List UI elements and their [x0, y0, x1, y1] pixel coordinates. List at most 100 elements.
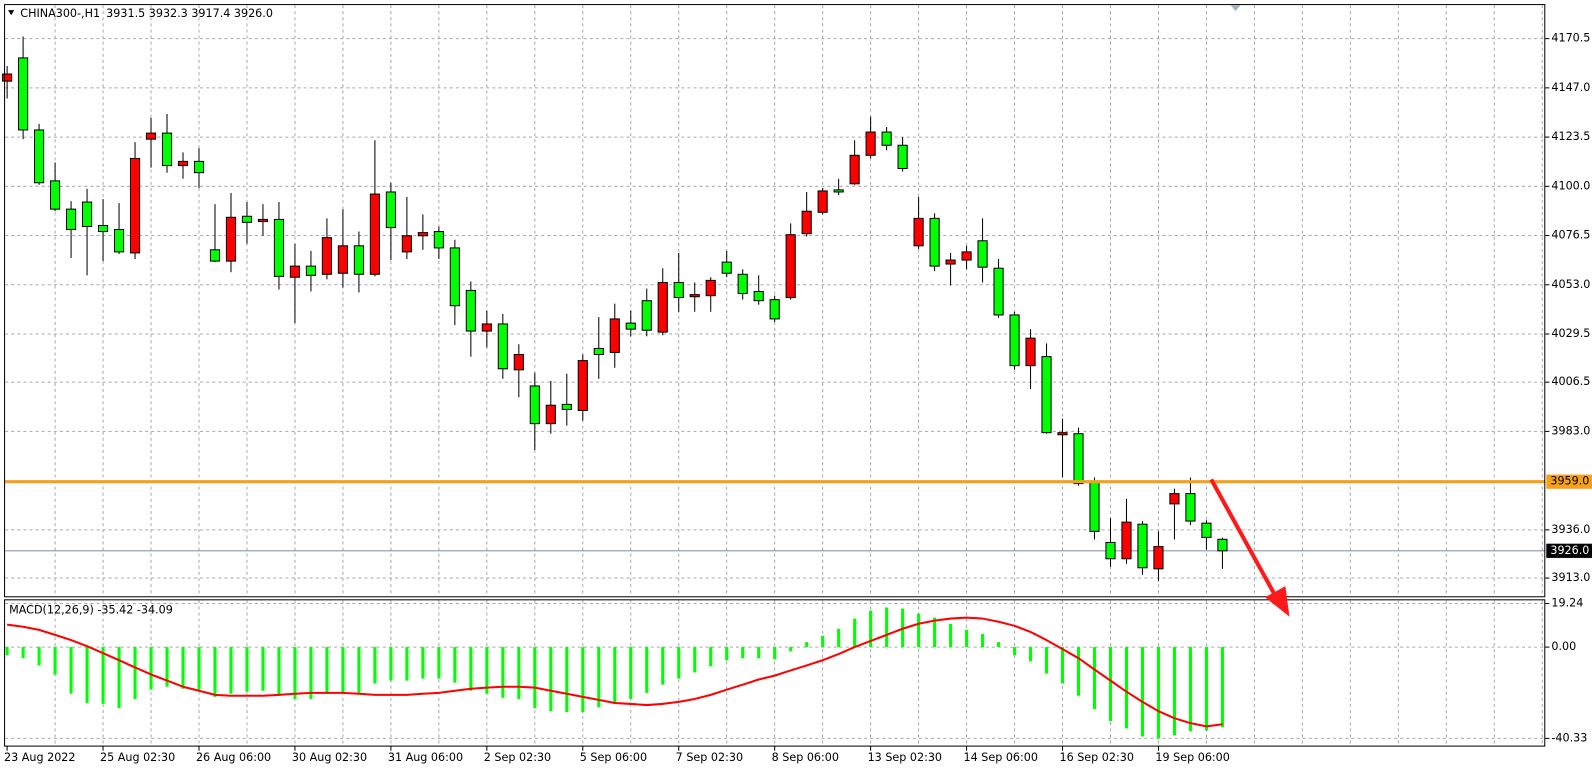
candle-body [209, 249, 221, 262]
macd-bar [1140, 647, 1144, 737]
y-tick-label: 4170.5 [1551, 32, 1590, 45]
y-tick-label: 3913.0 [1551, 571, 1590, 584]
macd-bar [181, 647, 185, 689]
candle-body [769, 299, 780, 320]
macd-bar [1045, 647, 1049, 674]
macd-bar [869, 610, 873, 648]
macd-bar [837, 628, 841, 648]
candle-body [465, 289, 476, 332]
macd-bar [37, 647, 41, 666]
candle-body [609, 318, 620, 353]
candle-body [721, 261, 732, 274]
candle-body [785, 234, 796, 299]
macd-bar [661, 647, 665, 685]
candle-body [497, 323, 508, 370]
bid-label: 3926.0 [1550, 544, 1589, 557]
candle-body [1041, 356, 1052, 434]
candle-body [1121, 521, 1132, 560]
candle-body [737, 273, 748, 295]
macd-bar [53, 647, 57, 675]
candle-body [145, 132, 157, 140]
macd-bar [1108, 647, 1113, 722]
candle-body [34, 129, 45, 184]
candle-body [1153, 546, 1164, 570]
candle-body [577, 360, 588, 411]
macd-bar [421, 647, 425, 679]
macd-bar [261, 647, 265, 691]
candle-body [113, 228, 125, 253]
macd-bar [245, 647, 249, 692]
x-tick-label: 14 Sep 06:00 [964, 751, 1038, 764]
macd-bar [693, 647, 697, 673]
candle-body [273, 218, 285, 277]
macd-bar [645, 647, 649, 693]
candle-body [801, 210, 812, 235]
macd-bar [357, 647, 361, 693]
macd-bar [1188, 647, 1192, 732]
candle-body [2, 73, 13, 82]
level-label: 3959.0 [1550, 475, 1589, 488]
candle-body [193, 160, 205, 174]
collapse-triangle[interactable] [8, 10, 15, 16]
candle-body [705, 279, 716, 297]
macd-bar [1156, 647, 1160, 739]
price-header: CHINA300-,H1 3931.5 3932.3 3917.4 3926.0 [20, 7, 273, 20]
candle-body [1089, 480, 1100, 532]
candle-body [305, 265, 317, 276]
y-tick-label: 19.24 [1551, 597, 1583, 610]
macd-bar [309, 647, 313, 699]
macd-bar [853, 618, 857, 648]
macd-bar [453, 647, 457, 683]
macd-bar [437, 647, 441, 679]
macd-bar [389, 647, 393, 681]
macd-bar [1060, 647, 1065, 684]
macd-bar [917, 613, 921, 648]
macd-bar [741, 647, 745, 659]
y-tick-label: -40.33 [1551, 731, 1587, 744]
macd-bar [709, 647, 713, 667]
macd-bar [165, 647, 169, 687]
x-tick-label: 5 Sep 06:00 [580, 751, 647, 764]
macd-bar [149, 647, 153, 690]
macd-bar [613, 647, 617, 704]
candle-body [50, 180, 61, 210]
candle-body [561, 403, 572, 410]
candle-body [81, 201, 93, 228]
x-tick-label: 23 Aug 2022 [4, 751, 75, 764]
forecast-arrow [1209, 478, 1290, 617]
macd-bar [293, 647, 297, 699]
x-tick-label: 30 Aug 02:30 [292, 751, 367, 764]
macd-bar [597, 647, 601, 708]
candle-body [545, 404, 556, 425]
y-tick-label: 4006.5 [1551, 375, 1590, 388]
candle-body [673, 281, 684, 299]
macd-bar [501, 647, 505, 698]
candle-body [641, 300, 652, 331]
candle-body [945, 259, 956, 265]
shift-marker[interactable] [1230, 5, 1241, 12]
x-tick-label: 2 Sep 02:30 [484, 751, 551, 764]
macd-bar [229, 647, 233, 694]
candle-body [449, 247, 460, 307]
candle-body [1137, 523, 1148, 569]
candle-body [481, 323, 492, 332]
candle-body [1009, 314, 1020, 367]
candle-body [929, 217, 940, 267]
macd-bar [69, 647, 73, 694]
macd-bar [1029, 647, 1033, 662]
candle-body [753, 290, 764, 302]
macd-bar [949, 623, 953, 648]
macd-bar [549, 647, 553, 712]
candle-body [401, 235, 412, 253]
candle-body [817, 190, 828, 213]
macd-bar [21, 647, 25, 659]
mark-layer [2, 36, 1546, 739]
ohlc-label: 3931.5 3932.3 3917.4 3926.0 [106, 7, 273, 20]
macd-bar [277, 647, 281, 696]
macd-bar [117, 647, 121, 709]
macd-bar [1220, 647, 1224, 728]
macd-bar [213, 647, 217, 697]
candle-body [961, 251, 972, 261]
